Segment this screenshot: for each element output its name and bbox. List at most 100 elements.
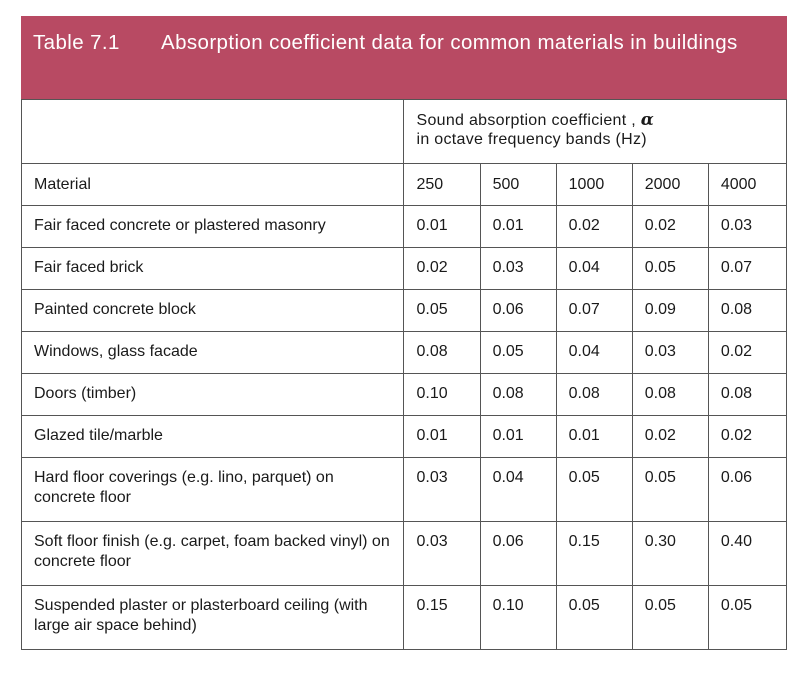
coefficient-value: 0.01	[416, 217, 448, 234]
value-cell: 0.04	[479, 457, 557, 522]
value-cell: 0.04	[555, 247, 633, 290]
coefficient-value: 0.03	[644, 343, 676, 360]
coefficient-value: 0.06	[492, 533, 524, 550]
coefficient-value: 0.08	[492, 385, 524, 402]
group-header-row: Sound absorption coefficient , α in octa…	[20, 99, 787, 164]
value-cell: 0.08	[707, 373, 788, 416]
coefficient-value: 0.04	[568, 343, 600, 360]
coefficient-value: 0.04	[568, 259, 600, 276]
value-cell: 0.02	[555, 205, 633, 248]
group-header-line2: in octave frequency bands (Hz)	[416, 131, 647, 148]
value-cell: 0.08	[479, 373, 557, 416]
value-cell: 0.02	[707, 415, 788, 458]
value-cell: 0.02	[631, 415, 709, 458]
coefficient-value: 0.02	[644, 427, 676, 444]
column-header-row: Material 250 500 1000 2000 4000	[20, 163, 788, 206]
value-cell: 0.09	[631, 289, 709, 332]
coefficient-value: 0.07	[720, 259, 752, 276]
material-name: Suspended plaster or plasterboard ceilin…	[34, 597, 368, 634]
column-header-freq-label: 1000	[568, 175, 605, 193]
table-row: Suspended plaster or plasterboard ceilin…	[20, 585, 788, 650]
coefficient-value: 0.10	[492, 597, 524, 614]
coefficient-value: 0.05	[492, 343, 524, 360]
material-name: Windows, glass facade	[34, 343, 198, 360]
table-row: Glazed tile/marble 0.01 0.01 0.01 0.02 0…	[20, 415, 788, 458]
material-name: Painted concrete block	[34, 301, 196, 318]
value-cell: 0.03	[403, 457, 481, 522]
coefficient-value: 0.01	[492, 217, 524, 234]
coefficient-value: 0.02	[416, 259, 448, 276]
value-cell: 0.08	[707, 289, 788, 332]
coefficient-value: 0.01	[416, 427, 448, 444]
coefficient-value: 0.05	[720, 597, 752, 614]
coefficient-value: 0.05	[568, 597, 600, 614]
coefficient-value: 0.30	[644, 533, 676, 550]
table-row: Fair faced concrete or plastered masonry…	[20, 205, 788, 248]
coefficient-value: 0.03	[720, 217, 752, 234]
table-row: Soft floor finish (e.g. carpet, foam bac…	[20, 521, 788, 586]
value-cell: 0.30	[631, 521, 709, 586]
coefficient-value: 0.03	[492, 259, 524, 276]
column-header-freq: 250	[403, 163, 481, 206]
value-cell: 0.03	[403, 521, 481, 586]
material-cell: Doors (timber)	[20, 373, 405, 416]
value-cell: 0.03	[707, 205, 788, 248]
coefficient-value: 0.08	[568, 385, 600, 402]
value-cell: 0.01	[479, 205, 557, 248]
coefficient-value: 0.07	[568, 301, 600, 318]
coefficient-value: 0.08	[644, 385, 676, 402]
coefficient-value: 0.04	[492, 469, 524, 486]
material-cell: Hard floor coverings (e.g. lino, parquet…	[20, 457, 405, 522]
value-cell: 0.01	[555, 415, 633, 458]
value-cell: 0.01	[403, 415, 481, 458]
value-cell: 0.03	[479, 247, 557, 290]
coefficient-value: 0.01	[492, 427, 524, 444]
table-caption: Table 7.1 Absorption coefficient data fo…	[21, 16, 787, 99]
material-cell: Suspended plaster or plasterboard ceilin…	[20, 585, 405, 650]
value-cell: 0.06	[479, 521, 557, 586]
value-cell: 0.10	[403, 373, 481, 416]
value-cell: 0.15	[555, 521, 633, 586]
material-name: Fair faced brick	[34, 259, 144, 276]
value-cell: 0.08	[555, 373, 633, 416]
value-cell: 0.05	[631, 585, 709, 650]
coefficient-value: 0.08	[720, 385, 752, 402]
coefficient-value: 0.08	[416, 343, 448, 360]
value-cell: 0.15	[403, 585, 481, 650]
value-cell: 0.08	[403, 331, 481, 374]
table-title: Absorption coefficient data for common m…	[161, 31, 738, 54]
coefficient-value: 0.03	[416, 469, 448, 486]
coefficient-value: 0.06	[720, 469, 752, 486]
coefficient-value: 0.02	[644, 217, 676, 234]
absorption-table: Table 7.1 Absorption coefficient data fo…	[20, 16, 788, 650]
coefficient-value: 0.10	[416, 385, 448, 402]
value-cell: 0.05	[403, 289, 481, 332]
column-header-freq: 500	[479, 163, 557, 206]
material-cell: Fair faced brick	[20, 247, 405, 290]
column-header-freq: 2000	[631, 163, 709, 206]
column-header-freq-label: 250	[416, 175, 444, 193]
value-cell: 0.01	[479, 415, 557, 458]
table-row: Doors (timber) 0.10 0.08 0.08 0.08 0.08	[20, 373, 788, 416]
value-cell: 0.40	[707, 521, 788, 586]
table-number: Table 7.1	[33, 31, 120, 54]
column-header-freq: 4000	[707, 163, 788, 206]
value-cell: 0.04	[555, 331, 633, 374]
value-cell: 0.06	[479, 289, 557, 332]
value-cell: 0.05	[555, 585, 633, 650]
column-header-material-label: Material	[34, 175, 91, 193]
value-cell: 0.01	[403, 205, 481, 248]
material-cell: Painted concrete block	[20, 289, 405, 332]
material-cell: Windows, glass facade	[20, 331, 405, 374]
coefficient-value: 0.15	[568, 533, 600, 550]
coefficient-value: 0.01	[568, 427, 600, 444]
table-row: Fair faced brick 0.02 0.03 0.04 0.05 0.0…	[20, 247, 788, 290]
value-cell: 0.05	[631, 457, 709, 522]
coefficient-value: 0.02	[720, 343, 752, 360]
coefficient-value: 0.09	[644, 301, 676, 318]
coefficient-value: 0.05	[568, 469, 600, 486]
group-header-cell: Sound absorption coefficient , α in octa…	[403, 99, 787, 164]
column-header-freq-label: 4000	[720, 175, 757, 193]
material-cell: Soft floor finish (e.g. carpet, foam bac…	[20, 521, 405, 586]
value-cell: 0.05	[479, 331, 557, 374]
